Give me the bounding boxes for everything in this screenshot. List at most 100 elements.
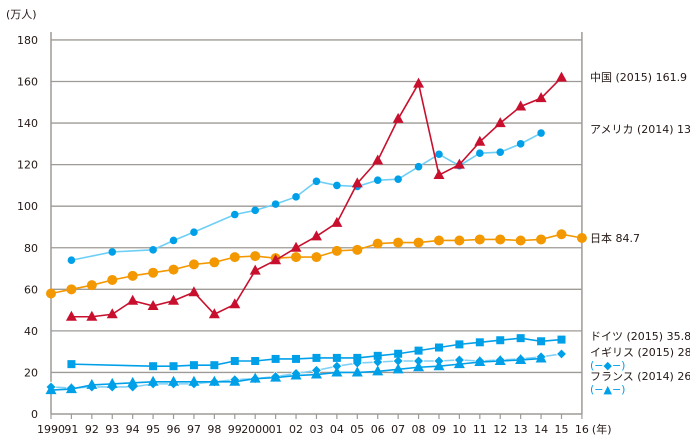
y-tick-label: 180 [17,34,38,47]
square-marker [210,361,219,370]
circle-marker [515,235,526,246]
triangle-marker [453,358,465,369]
square-marker [312,353,321,362]
triangle-marker [270,371,282,382]
x-tick-label: 08 [412,423,426,436]
square-marker [475,338,484,347]
diamond-marker [555,348,568,360]
triangle-marker [310,368,322,379]
square-marker [292,354,301,363]
square-marker [230,357,239,366]
circle-marker [67,256,76,265]
series-label: 日本 84.7 [590,231,640,245]
circle-marker [476,149,484,158]
triangle-marker [392,363,404,374]
square-marker [455,340,464,349]
x-tick-label: 13 [514,423,528,436]
y-tick-label: 20 [24,366,38,379]
triangle-marker [372,154,384,165]
triangle-marker [351,177,363,188]
square-marker [353,353,362,362]
x-tick-label: 03 [309,423,323,436]
x-axis-label: (年) [592,422,612,436]
circle-marker [148,267,159,278]
triangle-marker [474,135,486,146]
triangle-marker [474,356,486,367]
x-tick-label: 04 [330,423,344,436]
circle-marker [291,252,302,263]
series-line [71,77,563,318]
series-4 [45,348,568,394]
triangle-marker [188,375,200,386]
circle-marker [127,270,138,281]
circle-marker [311,252,322,263]
circle-marker [229,252,240,263]
legend-marker: (−▲−) [590,383,625,396]
circle-marker [86,280,97,291]
series-2 [46,229,587,299]
square-marker [169,362,178,371]
triangle-marker [535,352,547,363]
square-marker [271,354,280,363]
triangle-marker [249,372,261,383]
circle-marker [373,176,382,185]
circle-marker [209,257,220,268]
circle-marker [576,232,587,243]
circle-marker [536,234,547,245]
square-marker [332,353,341,362]
triangle-marker [127,294,139,305]
circle-marker [292,193,300,201]
square-marker [67,360,76,369]
x-tick-label: 92 [85,423,99,436]
square-marker [251,357,260,366]
circle-marker [352,244,363,255]
circle-marker [107,274,118,285]
triangle-marker [45,384,57,395]
triangle-marker [86,378,98,389]
triangle-marker [249,264,261,275]
circle-marker [372,238,383,249]
x-tick-label: 91 [64,423,78,436]
circle-marker [108,248,117,256]
circle-marker [271,200,280,208]
square-marker [149,362,158,371]
series-3 [67,334,566,371]
square-marker [373,351,382,360]
x-tick-label: 98 [207,423,221,436]
triangle-marker [433,169,445,180]
x-tick-label: 16 [575,423,589,436]
triangle-marker [453,158,465,169]
x-tick-label: 15 [555,423,569,436]
x-tick-label: 01 [269,423,283,436]
circle-marker [46,288,56,299]
triangle-marker [188,286,200,297]
x-tick-label: 02 [289,423,303,436]
x-tick-label: 10 [452,423,466,436]
square-marker [557,335,566,344]
triangle-marker [168,375,180,386]
square-marker [434,343,443,352]
circle-marker [149,246,157,254]
triangle-marker [127,376,139,387]
triangle-marker [168,294,180,305]
x-tick-label: 14 [534,423,548,436]
x-tick-label: 97 [187,423,201,436]
triangle-marker [535,92,547,103]
series-label: アメリカ (2014) 135.2 [590,123,690,136]
circle-marker [312,177,321,186]
y-tick-label: 40 [24,325,38,338]
triangle-marker [65,310,77,321]
circle-marker [474,234,485,245]
y-tick-label: 100 [17,200,38,213]
triangle-marker [147,375,159,386]
series-5 [45,352,547,395]
triangle-marker [494,117,506,128]
circle-marker [333,181,341,190]
triangle-marker [65,383,77,394]
circle-marker [435,150,443,159]
triangle-marker [413,361,425,372]
circle-marker [251,206,259,215]
circle-marker [433,235,444,246]
